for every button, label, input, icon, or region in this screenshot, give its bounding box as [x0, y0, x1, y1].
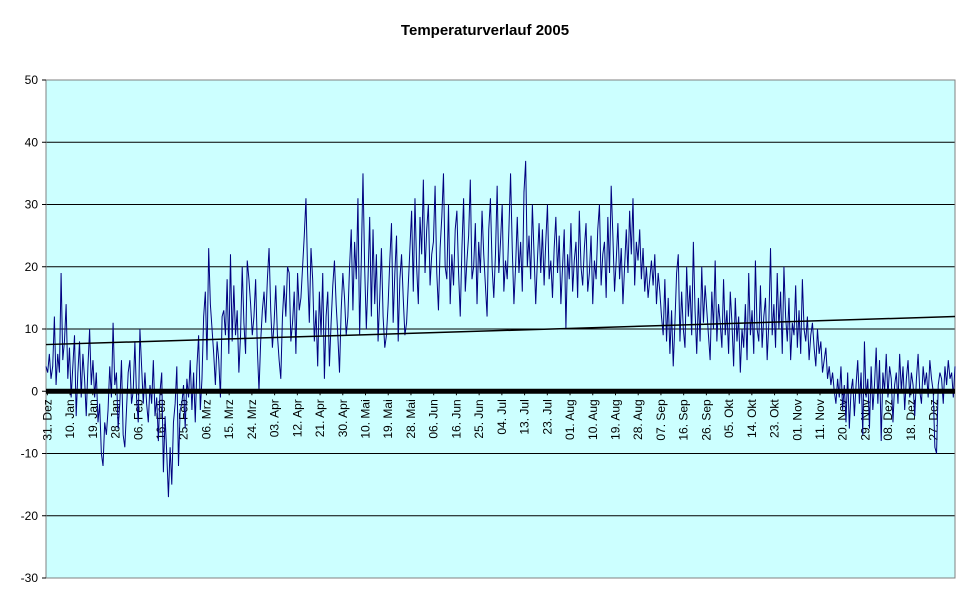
x-tick-label: 06. Mrz	[199, 399, 213, 439]
x-tick-label: 19. Mai	[381, 399, 395, 438]
x-tick-label: 10. Mai	[359, 399, 373, 438]
x-tick-label: 13. Jul	[518, 399, 532, 434]
x-tick-label: 21. Apr	[313, 399, 327, 437]
x-tick-label: 24. Mrz	[245, 399, 259, 439]
x-tick-label: 23. Okt	[768, 399, 782, 438]
y-tick-label: -30	[21, 571, 39, 585]
temperature-series-line	[45, 160, 956, 498]
x-tick-label: 14. Okt	[745, 399, 759, 438]
x-tick-label: 07. Sep	[654, 399, 668, 441]
x-tick-label: 15. Mrz	[222, 399, 236, 439]
gridlines	[45, 79, 956, 579]
x-tick-label: 28. Jan	[109, 399, 123, 438]
x-tick-label: 10. Aug	[586, 399, 600, 440]
y-tick-label: -10	[21, 447, 39, 461]
x-tick-label: 16. Sep	[677, 399, 691, 441]
x-tick-label: 25. Feb	[177, 399, 191, 440]
y-tick-label: 20	[25, 260, 39, 274]
x-tick-label: 10. Jan	[63, 399, 77, 438]
x-tick-label: 04. Jul	[495, 399, 509, 434]
x-tick-label: 01. Aug	[563, 399, 577, 440]
x-tick-label: 01. Nov	[790, 399, 804, 440]
trend-line	[45, 315, 956, 346]
x-tick-label: 12. Apr	[290, 399, 304, 437]
x-tick-label: 08. Dez	[881, 399, 895, 440]
x-tick-label: 26. Sep	[699, 399, 713, 441]
chart-title: Temperaturverlauf 2005	[400, 22, 570, 39]
x-tick-label: 23. Jul	[540, 399, 554, 434]
x-tick-label: 31. Dez	[40, 399, 54, 440]
x-tick-label: 28. Aug	[631, 399, 645, 440]
x-tick-label: 18. Dez	[904, 399, 918, 440]
x-tick-label: 03. Apr	[268, 399, 282, 437]
y-tick-label: 30	[25, 198, 39, 212]
x-tick-label: 16. Jun	[449, 399, 463, 438]
x-tick-label: 25. Jun	[472, 399, 486, 438]
x-tick-label: 11. Nov	[813, 399, 827, 439]
x-tick-label: 05. Okt	[722, 399, 736, 438]
y-tick-label: 50	[25, 73, 39, 87]
y-axis: 50 40 30 20 10 0 -10 -20 -30	[21, 73, 46, 585]
x-tick-label: 28. Mai	[404, 399, 418, 438]
x-tick-label: 19. Aug	[608, 399, 622, 440]
y-tick-label: 10	[25, 322, 39, 336]
x-tick-label: 19. Jan	[86, 399, 100, 438]
series-group	[45, 160, 956, 498]
x-tick-label: 30. Apr	[336, 399, 350, 437]
y-tick-label: 40	[25, 135, 39, 149]
y-tick-label: -20	[21, 509, 39, 523]
x-tick-label: 06. Jun	[427, 399, 441, 438]
y-tick-label: 0	[31, 384, 38, 398]
